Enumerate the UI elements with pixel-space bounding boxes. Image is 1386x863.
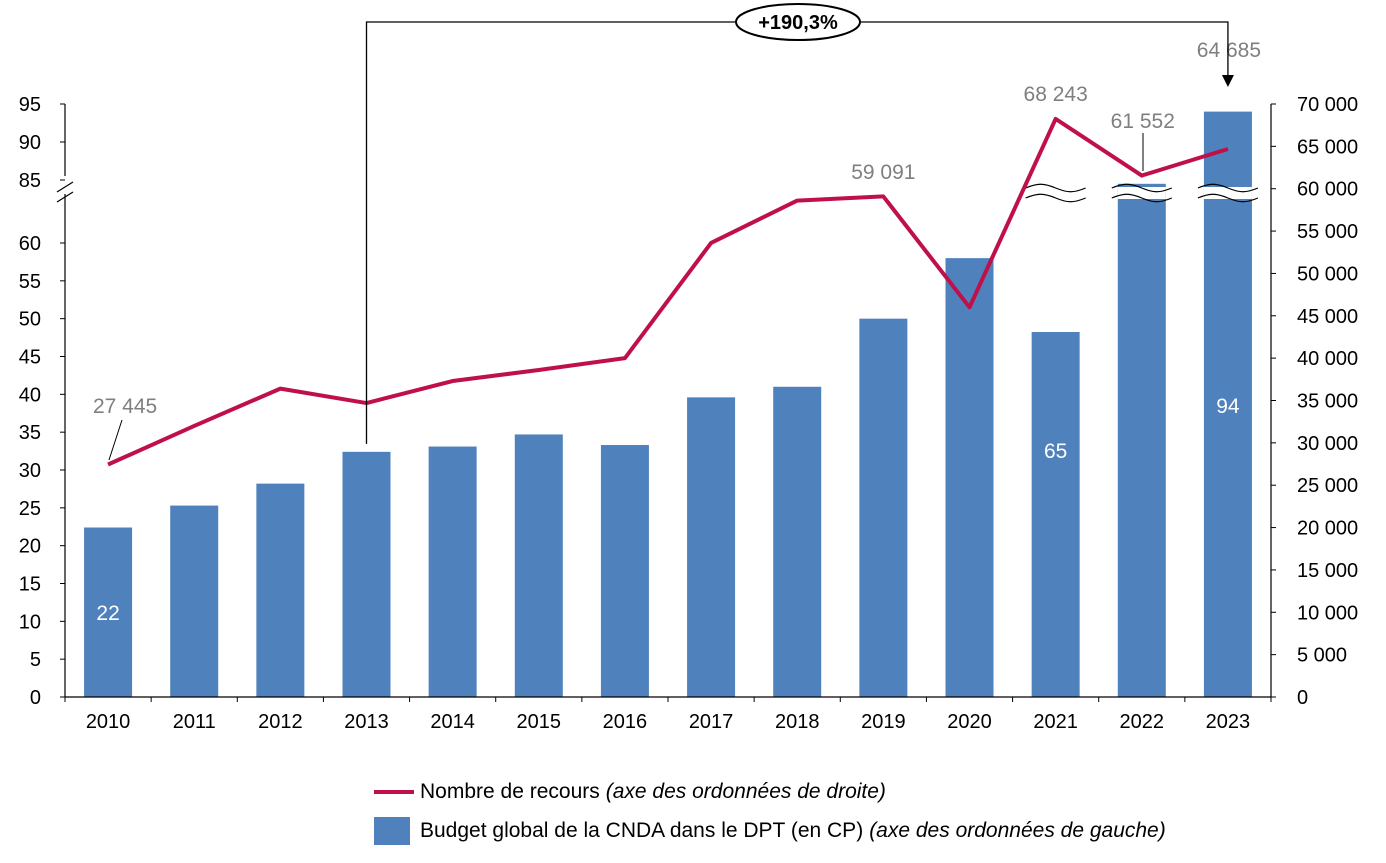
x-tick-label: 2018 [775, 711, 820, 733]
bar-2015 [514, 434, 563, 697]
right-tick-label: 70 000 [1297, 94, 1358, 116]
bar-2013 [342, 451, 391, 697]
x-tick-label: 2012 [258, 711, 303, 733]
right-tick-label: 50 000 [1297, 263, 1358, 285]
bar-2016 [600, 445, 649, 697]
left-tick-label: 50 [19, 309, 41, 331]
left-tick-label: 95 [19, 94, 41, 116]
left-tick-label: 85 [19, 170, 41, 192]
x-tick-label: 2017 [689, 711, 734, 733]
axes-group: 0 5 10 15 20 25 30 35 40 45 50 55 60 85 90 95 0 5 000 10 0… [19, 94, 1358, 733]
bar-break-mark [1025, 193, 1086, 203]
x-tick-label: 2021 [1033, 711, 1078, 733]
bar-value-label: 94 [1216, 395, 1240, 418]
bar-2017 [687, 397, 736, 697]
x-tick-label: 2023 [1206, 711, 1251, 733]
right-tick-label: 40 000 [1297, 348, 1358, 370]
left-axis-break-mark [56, 191, 74, 203]
bar-break-mark [1197, 183, 1259, 193]
legend-item-line: Nombre de recours (axe des ordonnées de … [374, 780, 886, 804]
x-tick-label: 2022 [1120, 711, 1165, 733]
x-tick-label: 2014 [430, 711, 475, 733]
left-tick-label: 5 [30, 649, 41, 671]
bar-break-mark [1025, 183, 1086, 193]
right-tick-label: 65 000 [1297, 136, 1358, 158]
growth-ellipse [735, 3, 861, 41]
bar-2018 [773, 386, 822, 697]
x-tick-label: 2010 [86, 711, 131, 733]
growth-arrowhead [1221, 75, 1234, 88]
line-value-label: 59 091 [851, 161, 915, 184]
left-tick-label: 45 [19, 347, 41, 369]
legend-bar-note: (axe des ordonnées de gauche) [869, 819, 1166, 842]
growth-annotation-group: +190,3% [365, 3, 1234, 444]
bar-2021 [1031, 332, 1080, 697]
bar-2010 [84, 527, 133, 697]
legend-item-bar: Budget global de la CNDA dans le DPT (en… [374, 817, 1166, 845]
line-value-label: 61 552 [1111, 110, 1175, 133]
right-tick-label: 35 000 [1297, 391, 1358, 413]
left-axis-break-mark [56, 181, 74, 193]
x-tick-label: 2015 [517, 711, 562, 733]
bar-2022 [1117, 183, 1166, 698]
bar-2020 [945, 258, 994, 697]
right-tick-label: 5 000 [1297, 645, 1347, 667]
bar-2011 [170, 505, 219, 697]
leader-line [108, 419, 123, 461]
legend-line-swatch [374, 790, 414, 794]
right-tick-label: 25 000 [1297, 475, 1358, 497]
left-tick-label: 15 [19, 574, 41, 596]
left-tick-label: 25 [19, 498, 41, 520]
left-tick-label: 0 [30, 687, 41, 709]
x-tick-label: 2016 [603, 711, 648, 733]
legend-line-note: (axe des ordonnées de droite) [605, 780, 886, 803]
x-tick-label: 2019 [861, 711, 906, 733]
right-tick-label: 30 000 [1297, 433, 1358, 455]
labels-group: 22 65 94 27 445 59 091 68 243 61 552 64 685 [93, 39, 1261, 625]
growth-label: +190,3% [758, 12, 838, 34]
legend-bar-label: Budget global de la CNDA dans le DPT (en… [420, 819, 864, 842]
line-value-label: 68 243 [1024, 83, 1088, 106]
right-tick-label: 60 000 [1297, 179, 1358, 201]
bar-value-label: 65 [1044, 440, 1067, 463]
left-tick-label: 40 [19, 384, 41, 406]
legend-bar-swatch [374, 817, 410, 845]
bar-2012 [256, 483, 305, 697]
line-value-label: 27 445 [93, 395, 157, 418]
left-tick-label: 60 [19, 233, 41, 255]
bar-break-mark [1111, 183, 1173, 193]
line-nombre-de-recours [107, 116, 1229, 467]
x-tick-label: 2013 [344, 711, 389, 733]
x-tick-label: 2020 [947, 711, 992, 733]
right-tick-label: 10 000 [1297, 602, 1358, 624]
bar-break-mark [1197, 193, 1259, 203]
left-tick-label: 35 [19, 422, 41, 444]
right-tick-label: 45 000 [1297, 306, 1358, 328]
x-tick-label: 2011 [173, 711, 216, 733]
bar-value-label: 22 [96, 602, 119, 625]
bar-break-gap [1203, 187, 1252, 199]
legend-line-label: Nombre de recours [420, 780, 600, 803]
right-tick-label: 15 000 [1297, 560, 1358, 582]
bar-2019 [859, 318, 908, 697]
right-tick-label: 0 [1297, 687, 1308, 709]
left-tick-label: 30 [19, 460, 41, 482]
left-tick-label: 20 [19, 536, 41, 558]
line-value-label: 64 685 [1197, 39, 1261, 62]
right-tick-label: 55 000 [1297, 221, 1358, 243]
bar-break-mark [1111, 193, 1173, 203]
right-tick-label: 20 000 [1297, 518, 1358, 540]
bar-2023 [1203, 111, 1252, 698]
left-tick-label: 10 [19, 611, 41, 633]
left-tick-label: 90 [19, 132, 41, 154]
left-tick-label: 55 [19, 271, 41, 293]
growth-bracket [365, 21, 1229, 444]
bar-break-gap [1031, 187, 1080, 199]
bar-break-gap [1117, 187, 1166, 199]
bar-2014 [428, 446, 477, 697]
bars-group [84, 111, 1259, 698]
